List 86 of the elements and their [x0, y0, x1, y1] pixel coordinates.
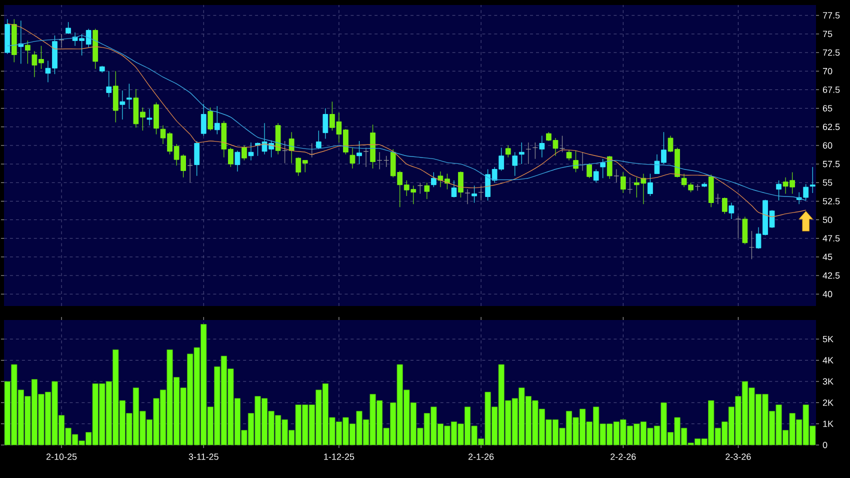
candlestick — [810, 166, 816, 194]
candlestick — [242, 145, 247, 161]
y-tick-label: 1K — [823, 420, 834, 427]
candlestick — [350, 147, 356, 169]
y-tick-label: 42.5 — [822, 272, 840, 279]
candlestick — [776, 180, 782, 201]
candlestick — [722, 197, 728, 214]
y-tick-label: 75 — [823, 30, 832, 38]
candlestick — [526, 142, 532, 164]
candlestick — [627, 177, 633, 194]
candlestick — [214, 106, 220, 135]
candlestick — [24, 40, 30, 64]
y-tick-label: 5K — [822, 336, 834, 342]
y-tick-label: 55 — [822, 179, 832, 186]
candlestick — [600, 158, 606, 178]
candlestick — [478, 185, 484, 201]
candlestick — [518, 142, 524, 164]
x-tick-label: 2-10-25 — [46, 454, 77, 460]
candlestick — [458, 171, 464, 198]
candlestick — [200, 104, 206, 136]
candlestick — [736, 216, 741, 239]
candlestick — [566, 150, 572, 161]
y-tick-label: 65 — [822, 105, 832, 112]
candlestick — [363, 147, 369, 168]
candlestick — [322, 108, 328, 140]
y-tick-label: 70 — [823, 68, 832, 74]
candlestick — [472, 185, 477, 203]
candlestick — [573, 150, 578, 173]
x-tick-label: 3-11-25 — [188, 454, 218, 460]
x-tick-label: 2-3-26 — [726, 454, 751, 460]
y-tick-label: 3K — [822, 378, 834, 385]
candlestick — [187, 158, 193, 183]
candlestick — [742, 216, 748, 245]
candlestick — [417, 182, 423, 194]
candlestick — [749, 230, 754, 260]
candlestick — [356, 140, 362, 164]
y-tick-label: 4K — [822, 357, 834, 364]
candlestick — [505, 145, 511, 158]
candlestick — [715, 193, 721, 204]
candlestick — [464, 189, 470, 204]
y-tick-label: 60 — [822, 142, 832, 149]
candlestick — [532, 142, 538, 160]
x-tick-label: 2-2-26 — [610, 454, 636, 460]
candlestick — [512, 152, 518, 176]
y-tick-label: 2K — [822, 399, 834, 406]
y-tick-label: 72.5 — [823, 49, 840, 56]
candlestick — [120, 90, 126, 120]
candlestick — [560, 136, 565, 152]
x-tick-label: 1-12-25 — [324, 454, 354, 460]
candlestick — [376, 152, 382, 170]
candlestick — [316, 130, 322, 150]
y-tick-label: 52.5 — [822, 198, 840, 204]
y-tick-label: 77.5 — [823, 12, 840, 19]
candlestick — [424, 182, 430, 200]
candlestick — [606, 156, 612, 180]
candlestick — [539, 136, 545, 158]
candlestick — [384, 156, 390, 168]
candlestick — [208, 107, 214, 131]
y-tick-label: 45 — [822, 254, 832, 260]
y-tick-label: 0 — [822, 442, 828, 448]
candlestick — [106, 70, 112, 98]
candlestick — [282, 140, 288, 164]
candlestick — [620, 172, 626, 194]
candlestick — [66, 22, 71, 34]
candlestick — [58, 34, 64, 48]
candlestick — [154, 102, 159, 135]
candlestick — [648, 173, 653, 196]
y-tick-label: 40 — [822, 290, 832, 298]
candlestick — [728, 202, 734, 220]
x-tick-label: 2-1-26 — [468, 454, 494, 460]
y-tick-label: 67.5 — [822, 86, 840, 93]
candlestick — [146, 108, 152, 126]
candlestick — [586, 163, 592, 178]
candlestick — [451, 180, 457, 198]
candlestick — [248, 142, 254, 161]
y-tick-label: 50 — [822, 216, 832, 223]
candlestick — [288, 132, 294, 164]
candlestick — [431, 172, 436, 188]
y-tick-label: 57.5 — [822, 160, 840, 168]
y-tick-label: 62.5 — [822, 124, 840, 130]
candlestick — [614, 168, 620, 183]
candlestick — [194, 140, 200, 176]
candlestick — [234, 150, 240, 172]
candlestick — [126, 83, 132, 110]
candlestick — [593, 168, 599, 183]
y-tick-label: 47.5 — [822, 235, 840, 242]
